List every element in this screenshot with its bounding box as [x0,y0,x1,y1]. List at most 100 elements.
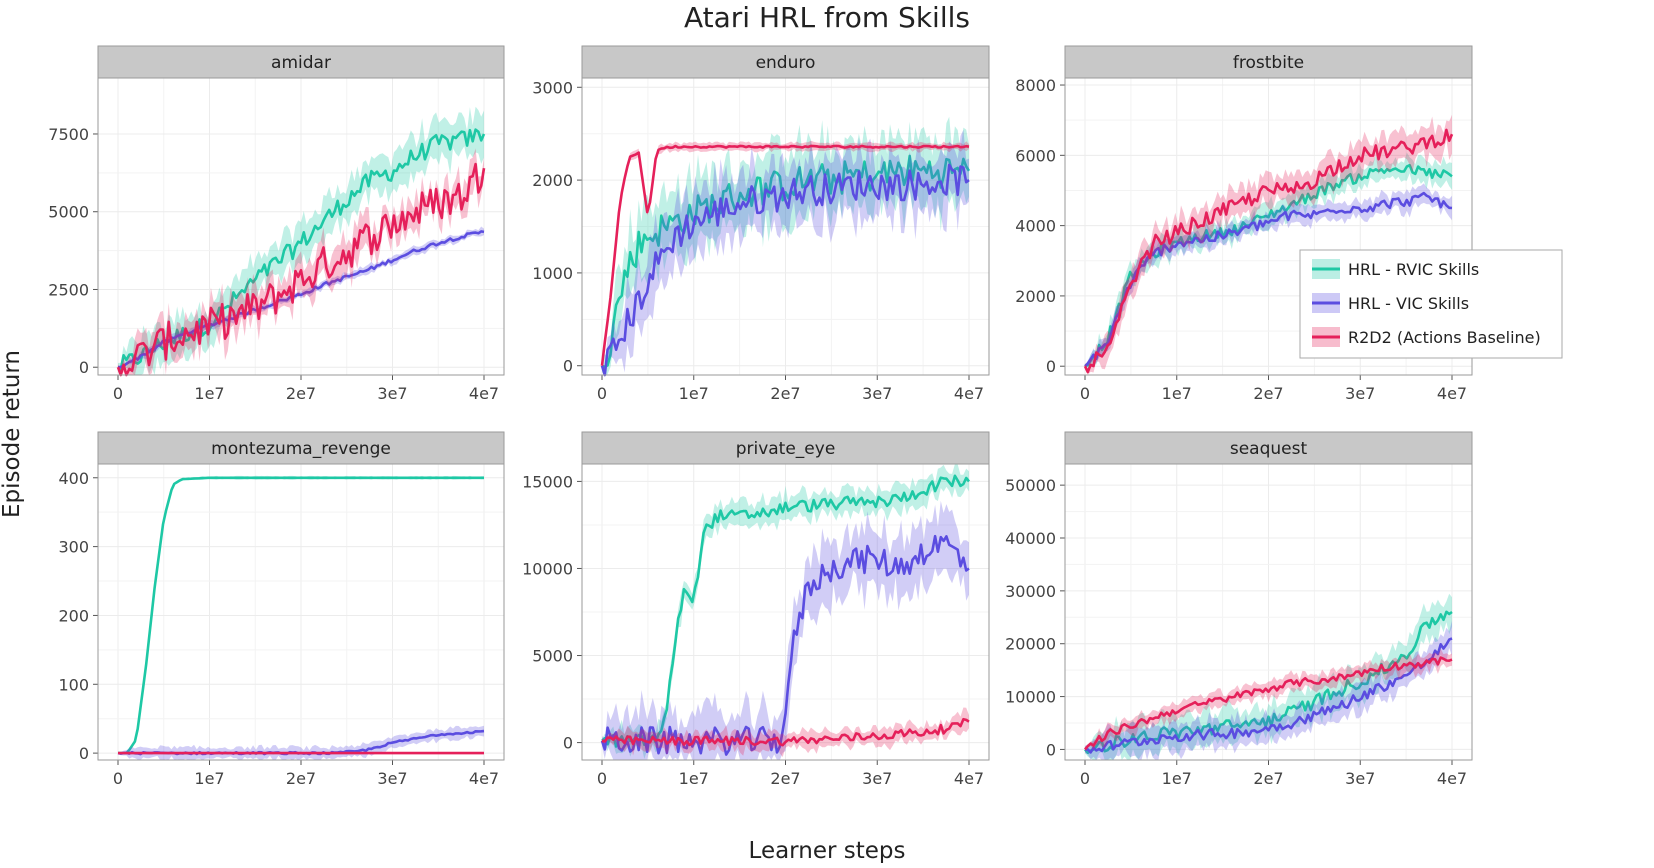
panel-2-title-strip [1064,45,1473,79]
panel-4-series-line-0 [601,474,971,748]
panel-1-series-line-1 [600,163,970,377]
panel-5-frame [1064,463,1473,761]
panel-1-title-strip [581,45,990,79]
panel-5-y-tick-label: 0 [1046,740,1056,759]
panel-2-y-tick-label: 4000 [1015,217,1056,236]
panel-4-series-line-1 [600,534,970,756]
panel-3-y-tick-label: 100 [58,675,89,694]
panel-1-series-line-0 [601,154,971,369]
panel-4-band-0 [602,464,969,759]
panel-1-y-tick-label: 1000 [532,264,573,283]
panel-2-x-tick-label: 4e7 [1437,384,1467,403]
panel-4-y-tick-label: 5000 [532,647,573,666]
panel-3-x-tick-label: 2e7 [286,769,316,788]
legend-box [1299,249,1563,359]
panel-1-title: enduro [756,53,816,73]
panel-2-x-tick-label: 3e7 [1345,384,1375,403]
panel-1-series-line-2 [600,144,970,366]
panel-5-series-line-2 [1084,656,1453,751]
legend-entry-label: HRL - RVIC Skills [1348,260,1479,279]
panel-2-y-tick-label: 0 [1046,357,1056,376]
panel-5-x-tick-label: 4e7 [1437,769,1467,788]
panel-0-x-tick-label: 0 [113,384,123,403]
panel-5-x-tick-label: 3e7 [1345,769,1375,788]
panel-0-series-line-2 [116,162,486,377]
panel-2-x-tick-label: 1e7 [1162,384,1192,403]
panel-1-x-tick-label: 4e7 [954,384,984,403]
panel-1-band-0 [602,116,969,376]
x-axis-label: Learner steps [748,838,906,864]
panel-3-band-1 [118,725,484,760]
panel-2-series-line-2 [1083,128,1454,374]
panel-2-band-1 [1085,183,1452,368]
panel-5-x-tick-label: 0 [1080,769,1090,788]
panel-3-y-tick-label: 0 [79,744,89,763]
panel-3-y-tick-label: 400 [58,469,89,488]
panel-5-y-tick-label: 30000 [1005,582,1056,601]
panel-4-band-2 [602,707,969,757]
panel-1-x-tick-label: 1e7 [679,384,709,403]
legend-entry-label: HRL - VIC Skills [1348,294,1469,313]
panel-4-x-tick-label: 3e7 [862,769,892,788]
panel-4-series-line-2 [601,717,970,747]
panel-0-y-tick-label: 5000 [48,203,89,222]
panel-0-frame [97,77,505,376]
panel-3-x-tick-label: 4e7 [469,769,499,788]
panel-0-series-line-1 [117,230,485,369]
figure-title: Atari HRL from Skills [684,1,970,34]
panel-2-x-tick-label: 0 [1080,384,1090,403]
panel-4-x-tick-label: 4e7 [954,769,984,788]
panel-2-y-tick-label: 2000 [1015,287,1056,306]
panel-0-title: amidar [271,53,331,73]
panel-3-y-tick-label: 200 [58,606,89,625]
panel-1-y-tick-label: 2000 [532,171,573,190]
panel-2-band-2 [1085,114,1452,375]
panel-4-x-tick-label: 0 [597,769,607,788]
panel-3-series-line-0 [118,476,484,755]
panel-5-series-line-1 [1085,637,1453,754]
panel-3-x-tick-label: 1e7 [194,769,224,788]
panel-1-y-tick-label: 0 [563,357,573,376]
panel-4-y-tick-label: 10000 [522,559,573,578]
panel-5-band-0 [1085,593,1452,760]
panel-1-x-tick-label: 2e7 [770,384,800,403]
panel-0-x-tick-label: 2e7 [286,384,316,403]
panel-5-y-tick-label: 20000 [1005,635,1056,654]
panel-5-y-tick-label: 10000 [1005,688,1056,707]
panel-5-title: seaquest [1230,439,1308,459]
panel-0-x-tick-label: 4e7 [469,384,499,403]
panel-3-y-tick-label: 300 [58,538,89,557]
panel-4-y-tick-label: 0 [563,734,573,753]
panel-2-title: frostbite [1233,53,1304,73]
panel-0-x-tick-label: 1e7 [194,384,224,403]
panel-1-x-tick-label: 0 [597,384,607,403]
panel-2-y-tick-label: 6000 [1015,146,1056,165]
panel-2-x-tick-label: 2e7 [1253,384,1283,403]
panel-3-title-strip [97,431,505,465]
legend-entry-label: R2D2 (Actions Baseline) [1348,328,1541,347]
panel-1-y-tick-label: 3000 [532,78,573,97]
panel-4-x-tick-label: 1e7 [679,769,709,788]
panel-1-frame [581,77,990,376]
panel-4-title: private_eye [736,439,836,459]
panel-3-frame [97,463,505,761]
panel-5-band-1 [1085,620,1452,760]
panel-3-x-tick-label: 0 [113,769,123,788]
panel-0-y-tick-label: 2500 [48,280,89,299]
panel-4-frame [581,463,990,761]
panel-5-x-tick-label: 2e7 [1253,769,1283,788]
panel-5-y-tick-label: 40000 [1005,529,1056,548]
panel-5-y-tick-label: 50000 [1005,476,1056,495]
panel-5-x-tick-label: 1e7 [1162,769,1192,788]
panel-2-series-line-1 [1084,191,1453,368]
panel-0-y-tick-label: 7500 [48,125,89,144]
panel-0-x-tick-label: 3e7 [377,384,407,403]
panel-3-x-tick-label: 3e7 [377,769,407,788]
panel-1-x-tick-label: 3e7 [862,384,892,403]
panel-2-frame [1064,77,1473,376]
panel-5-title-strip [1064,431,1473,465]
panel-4-x-tick-label: 2e7 [770,769,800,788]
panel-1-band-1 [602,129,969,375]
